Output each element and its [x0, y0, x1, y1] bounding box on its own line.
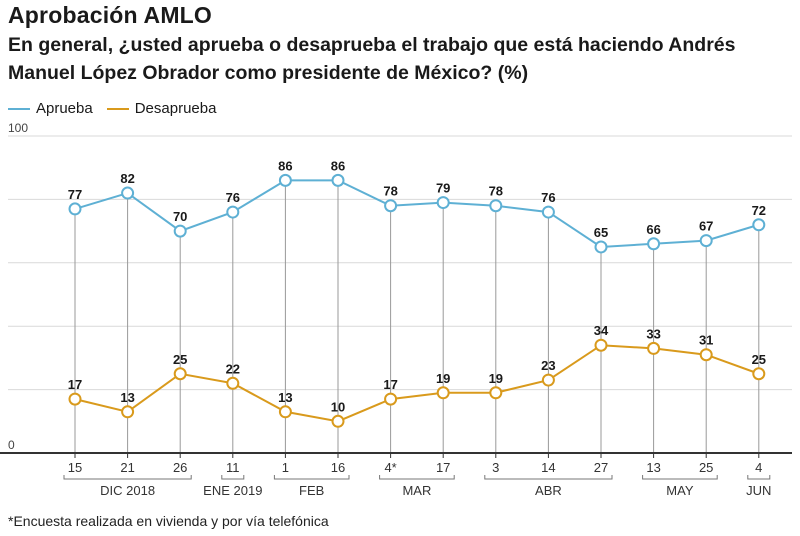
- data-point: [278, 405, 292, 419]
- data-label: 25: [173, 352, 187, 367]
- data-point: [489, 386, 503, 400]
- month-label: MAR: [402, 483, 431, 498]
- y-tick-label: 0: [8, 438, 15, 452]
- legend-label-desaprueba: Desaprueba: [134, 100, 217, 117]
- data-point: [647, 237, 661, 251]
- data-point: [436, 386, 450, 400]
- legend-item-aprueba: Aprueba: [8, 100, 93, 117]
- data-label: 82: [120, 171, 134, 186]
- series-line-aprueba: [74, 179, 760, 248]
- data-label: 13: [278, 390, 292, 405]
- month-bracket: [484, 475, 613, 480]
- data-label: 19: [489, 371, 503, 386]
- x-tick-label: 4: [755, 460, 762, 475]
- footnote: *Encuesta realizada en vivienda y por ví…: [8, 513, 329, 529]
- month-bracket: [63, 475, 192, 480]
- month-bracket: [642, 475, 718, 480]
- data-point: [699, 348, 713, 362]
- legend-swatch-desaprueba: [106, 107, 129, 110]
- data-point: [173, 367, 187, 381]
- data-point: [752, 218, 766, 232]
- data-label: 13: [120, 390, 134, 405]
- data-point: [752, 367, 766, 381]
- month-label: MAY: [666, 483, 694, 498]
- legend-label-aprueba: Aprueba: [36, 100, 93, 117]
- data-label: 76: [541, 190, 555, 205]
- data-point: [384, 199, 398, 213]
- data-label: 22: [226, 361, 240, 376]
- x-tick-label: 14: [541, 460, 555, 475]
- data-label: 31: [699, 333, 713, 348]
- data-label: 76: [226, 190, 240, 205]
- data-label: 65: [594, 225, 608, 240]
- data-point: [226, 205, 240, 219]
- month-label: ABR: [535, 483, 562, 498]
- x-tick-label: 16: [331, 460, 345, 475]
- month-label: ENE 2019: [203, 483, 262, 498]
- data-label: 86: [331, 158, 345, 173]
- month-label: JUN: [746, 483, 771, 498]
- data-label: 33: [646, 326, 660, 341]
- data-point: [647, 341, 661, 355]
- data-point: [384, 392, 398, 406]
- data-point: [278, 173, 292, 187]
- data-point: [331, 414, 345, 428]
- legend: Aprueba Desaprueba: [8, 100, 216, 117]
- data-label: 77: [68, 187, 82, 202]
- data-point: [436, 196, 450, 210]
- data-point: [121, 405, 135, 419]
- month-label: DIC 2018: [100, 483, 155, 498]
- data-point: [489, 199, 503, 213]
- x-tick-label: 25: [699, 460, 713, 475]
- data-label: 25: [752, 352, 766, 367]
- data-label: 78: [383, 184, 397, 199]
- data-point: [594, 240, 608, 254]
- x-tick-label: 4*: [384, 460, 396, 475]
- data-label: 78: [489, 184, 503, 199]
- data-point: [699, 234, 713, 248]
- x-tick-label: 3: [492, 460, 499, 475]
- data-label: 10: [331, 399, 345, 414]
- chart-subtitle: En general, ¿usted aprueba o desaprueba …: [8, 34, 736, 84]
- data-point: [226, 376, 240, 390]
- legend-item-desaprueba: Desaprueba: [106, 100, 217, 117]
- data-label: 34: [594, 323, 609, 338]
- x-tick-label: 17: [436, 460, 450, 475]
- month-bracket: [379, 475, 455, 480]
- month-bracket: [221, 475, 245, 480]
- chart-title: Aprobación AMLO: [8, 2, 213, 28]
- month-bracket: [747, 475, 771, 480]
- data-label: 66: [646, 222, 660, 237]
- data-point: [594, 338, 608, 352]
- data-point: [121, 186, 135, 200]
- x-tick-label: 11: [226, 460, 240, 475]
- legend-swatch-aprueba: [8, 107, 30, 110]
- x-tick-label: 26: [173, 460, 187, 475]
- data-label: 19: [436, 371, 450, 386]
- month-label: FEB: [299, 483, 324, 498]
- x-tick-label: 13: [646, 460, 660, 475]
- data-label: 23: [541, 358, 555, 373]
- x-tick-label: 21: [120, 460, 134, 475]
- data-label: 67: [699, 219, 713, 234]
- y-tick-label: 100: [8, 121, 28, 135]
- data-point: [541, 205, 555, 219]
- data-point: [331, 173, 345, 187]
- data-point: [68, 202, 82, 216]
- data-point: [541, 373, 555, 387]
- data-label: 86: [278, 158, 292, 173]
- data-label: 72: [752, 203, 766, 218]
- data-point: [173, 224, 187, 238]
- data-point: [68, 392, 82, 406]
- x-tick-label: 15: [68, 460, 82, 475]
- data-label: 70: [173, 209, 187, 224]
- data-label: 17: [383, 377, 397, 392]
- x-tick-label: 27: [594, 460, 608, 475]
- series-line-desaprueba: [74, 344, 760, 423]
- data-label: 17: [68, 377, 82, 392]
- month-bracket: [273, 475, 350, 480]
- x-tick-label: 1: [282, 460, 289, 475]
- data-label: 79: [436, 181, 450, 196]
